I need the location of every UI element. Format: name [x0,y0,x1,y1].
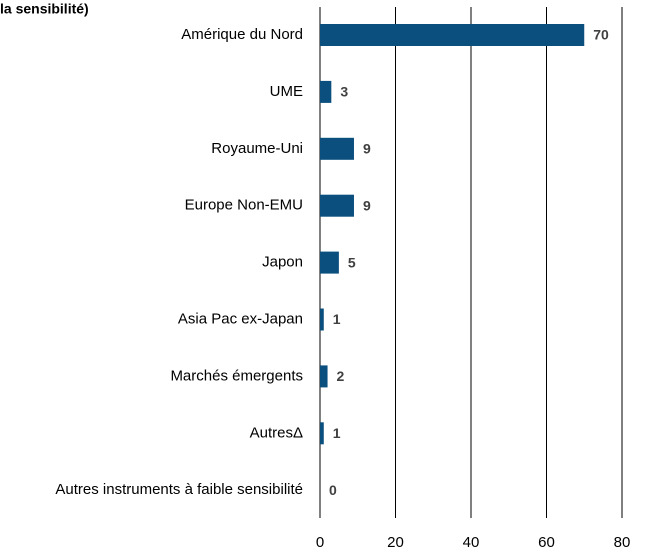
value-label: 2 [337,368,345,384]
category-label: Japon [262,254,303,271]
value-label: 5 [348,254,356,270]
chart-title: la sensibilité) [0,1,89,17]
category-label: Royaume-Uni [211,140,303,157]
bar [320,80,332,103]
x-tick-label: 0 [316,534,324,551]
bar [320,137,354,160]
category-label: Asia Pac ex-Japan [178,310,303,327]
bar [320,308,324,331]
value-label: 9 [363,141,371,157]
bar [320,251,339,274]
x-tick-label: 80 [614,534,631,551]
value-label: 1 [333,425,341,441]
category-label: Amérique du Nord [181,26,303,43]
bar [320,365,328,388]
bar [320,194,354,217]
value-label: 70 [593,27,609,43]
category-label: Marchés émergents [170,367,303,384]
x-tick-label: 60 [538,534,555,551]
x-tick-label: 20 [387,534,404,551]
bar [320,24,585,46]
category-label: UME [270,83,303,100]
value-label: 9 [363,197,371,213]
value-label: 0 [329,482,337,498]
value-label: 3 [340,84,348,100]
category-label: Europe Non-EMU [185,197,303,214]
value-label: 1 [333,311,341,327]
x-tick-label: 40 [463,534,480,551]
category-label: Autres instruments à faible sensibilité [55,481,303,498]
category-label: AutresΔ [250,424,303,441]
bar [320,422,324,445]
